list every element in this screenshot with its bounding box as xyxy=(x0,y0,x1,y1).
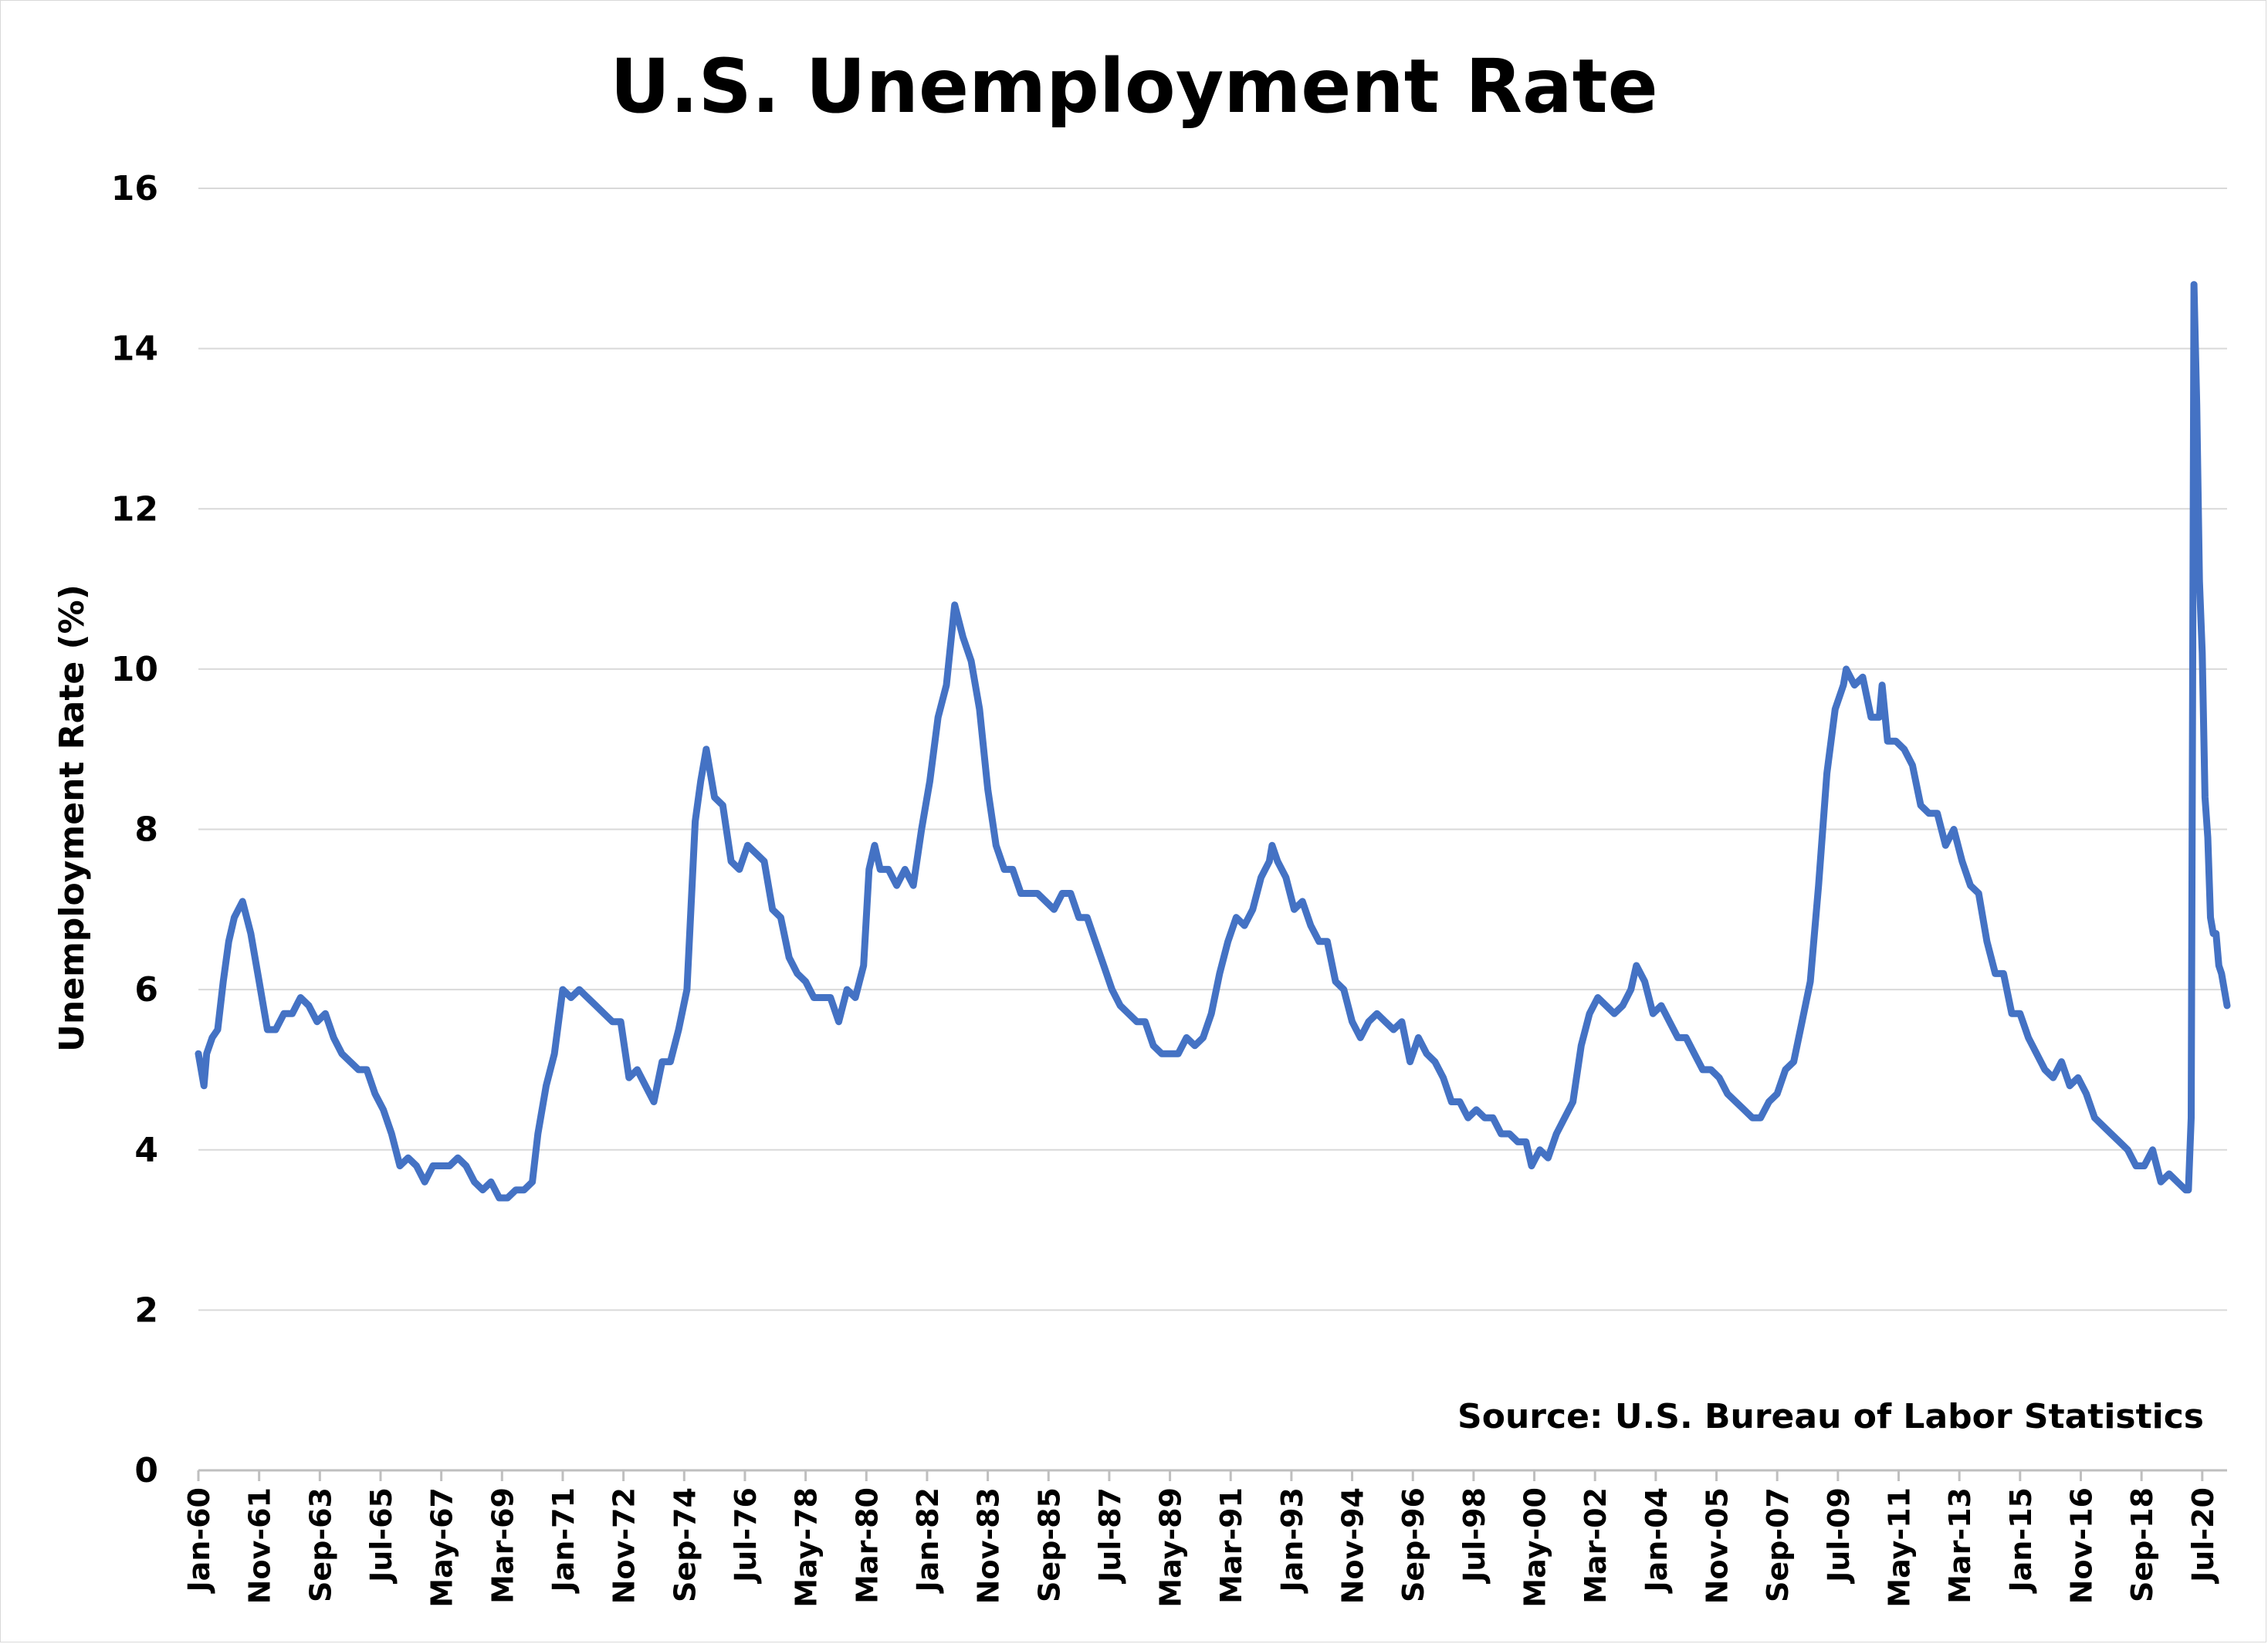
series-line-0 xyxy=(195,281,2231,1202)
x-tick-label: Mar-13 xyxy=(1943,1487,1977,1604)
x-tick-label: May-67 xyxy=(425,1487,459,1608)
x-tick-label: Jul-09 xyxy=(1822,1487,1856,1585)
x-tick-label: Nov-72 xyxy=(608,1487,641,1604)
y-tick-label: 6 xyxy=(134,970,158,1010)
x-tick-label: Jan-82 xyxy=(911,1487,945,1595)
x-tick-label: Sep-74 xyxy=(668,1487,702,1602)
y-tick-label: 14 xyxy=(111,330,158,369)
x-tick-label: May-11 xyxy=(1883,1487,1917,1608)
x-tick-labels: Jan-60 Nov-61 Sep-63 Jul-65 May-67 Mar-69 Jan-… xyxy=(182,1487,2220,1608)
x-tick-label: Nov-05 xyxy=(1701,1487,1735,1604)
x-tick-label: Jul-76 xyxy=(729,1487,763,1585)
y-tick-label: 8 xyxy=(134,810,158,850)
x-tick-label: Sep-85 xyxy=(1032,1487,1066,1602)
x-tick-label: Jul-65 xyxy=(364,1487,398,1585)
x-tick-label: Mar-91 xyxy=(1214,1487,1248,1604)
x-tick-label: Nov-83 xyxy=(972,1487,1006,1604)
x-tick-label: Jan-93 xyxy=(1275,1487,1309,1595)
x-tick-label: May-00 xyxy=(1518,1487,1552,1608)
chart-title: U.S. Unemployment Rate xyxy=(610,43,1658,130)
y-tick-label: 2 xyxy=(134,1291,158,1330)
y-tick-label: 12 xyxy=(111,489,158,529)
x-tick-label: Jul-87 xyxy=(1093,1487,1127,1585)
x-tick-label: Sep-63 xyxy=(303,1487,337,1602)
x-tick-label: May-89 xyxy=(1154,1487,1188,1608)
x-tick-label: Jan-15 xyxy=(2004,1487,2038,1595)
y-tick-label: 16 xyxy=(111,169,158,208)
x-tick-label: Nov-16 xyxy=(2064,1487,2098,1604)
x-tick-label: Sep-07 xyxy=(1761,1487,1795,1602)
x-tick-label: Sep-18 xyxy=(2125,1487,2159,1602)
y-tick-label: 10 xyxy=(111,650,158,689)
x-tick-label: Mar-69 xyxy=(486,1487,520,1604)
x-tick-label: Jul-20 xyxy=(2186,1487,2220,1585)
gridlines xyxy=(198,188,2227,1311)
x-tick-label: Nov-94 xyxy=(1336,1487,1370,1604)
x-tick-label: Jan-60 xyxy=(182,1487,216,1595)
y-tick-label: 4 xyxy=(134,1131,158,1170)
series-layer xyxy=(195,281,2231,1202)
source-note: Source: U.S. Bureau of Labor Statistics xyxy=(1457,1397,2204,1436)
x-tick-label: May-78 xyxy=(790,1487,824,1608)
x-tick-label: Sep-96 xyxy=(1396,1487,1430,1602)
x-tick-label: Jan-71 xyxy=(547,1487,581,1595)
y-axis-label: Unemployment Rate (%) xyxy=(52,584,92,1052)
x-tick-label: Mar-80 xyxy=(850,1487,884,1604)
y-tick-label: 0 xyxy=(134,1451,158,1490)
x-tick-label: Nov-61 xyxy=(243,1487,277,1604)
x-tick-label: Jan-04 xyxy=(1640,1487,1674,1595)
y-tick-labels: 0 2 4 6 8 10 12 14 16 xyxy=(111,169,158,1490)
x-axis xyxy=(197,1469,2227,1481)
x-tick-label: Jul-98 xyxy=(1457,1487,1491,1585)
x-tick-label: Mar-02 xyxy=(1579,1487,1613,1604)
